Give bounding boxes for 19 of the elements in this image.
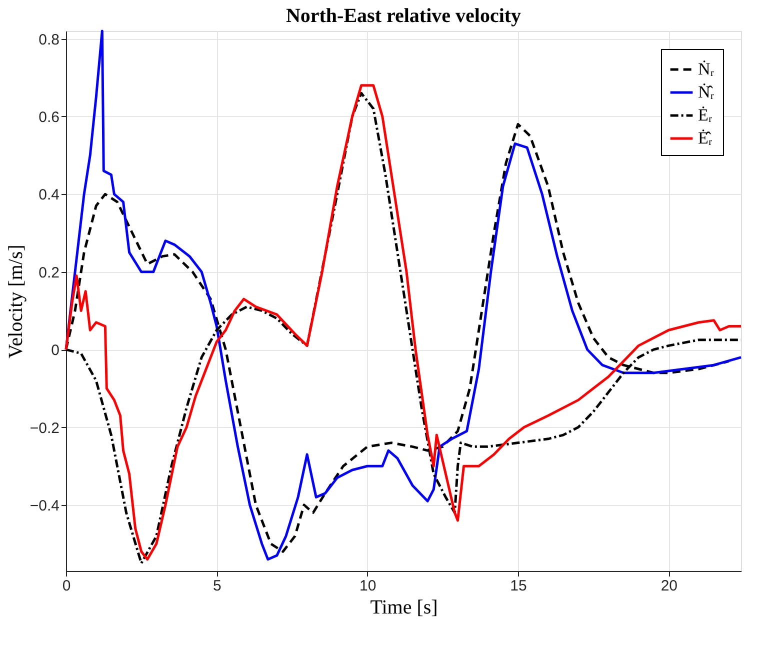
y-tick-label: 0.8 [38,31,60,48]
y-axis-title: Velocity [m/s] [4,244,27,358]
y-tick-label: −0.2 [30,420,60,437]
y-tick-label: 0 [51,342,60,360]
chart-title: North-East relative velocity [286,4,522,27]
y-tick-label: −0.4 [30,497,60,514]
legend-label: Ėᵣ [698,106,712,124]
x-tick-label: 20 [660,578,678,594]
x-tick-label: 5 [213,578,222,594]
y-tick-label: 0.6 [38,108,60,126]
legend-label: Ṅ̂ᵣ [698,82,714,102]
legend-label: Ė̂ᵣ [698,128,712,148]
y-tick-label: 0.4 [38,186,60,204]
legend-label: Ṅᵣ [698,60,714,78]
x-tick-label: 10 [359,578,376,594]
x-tick-label: 15 [510,578,527,594]
x-axis-title: Time [s] [370,596,438,618]
x-tick-label: 0 [62,578,71,594]
y-tick-label: 0.2 [38,264,60,282]
